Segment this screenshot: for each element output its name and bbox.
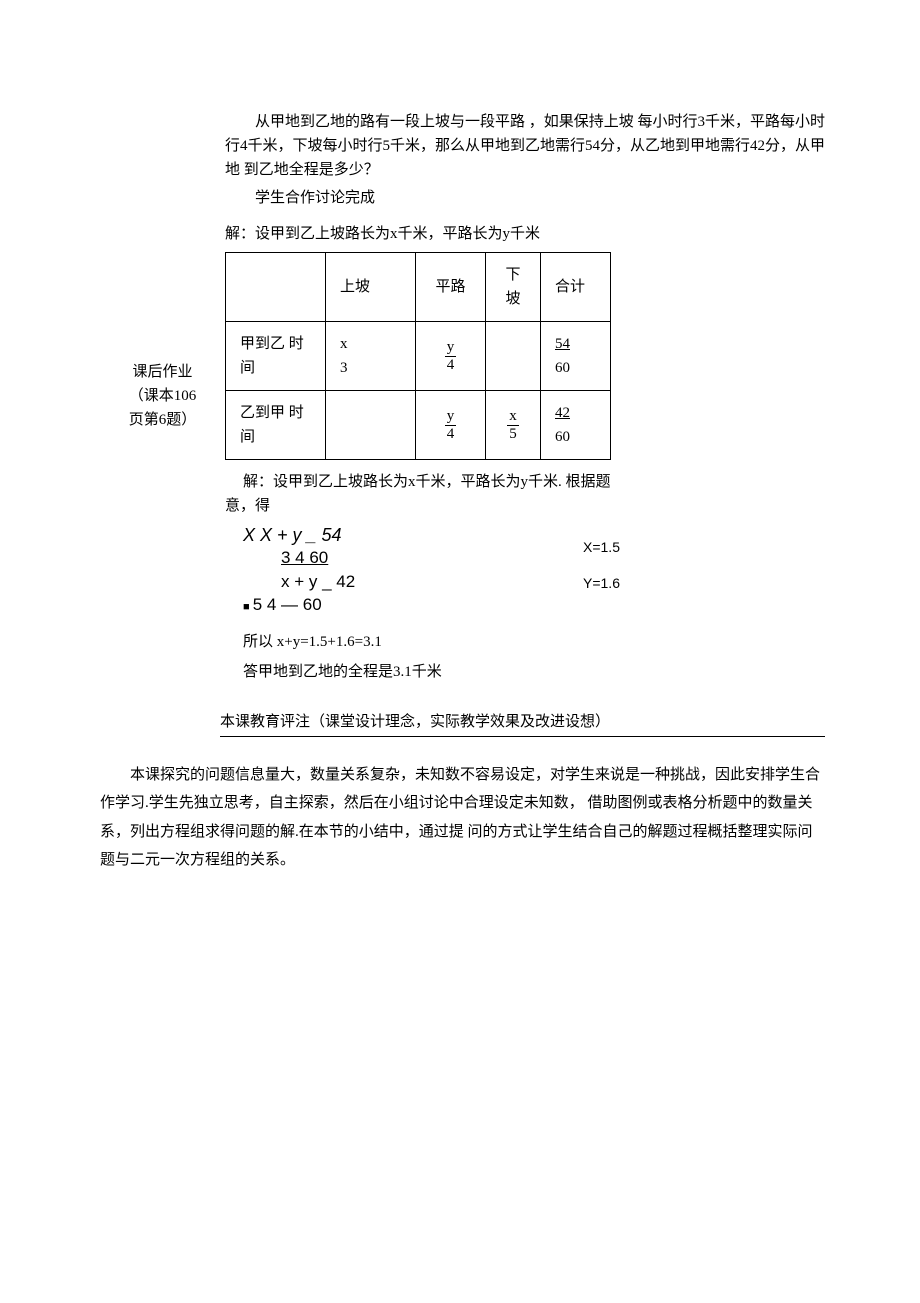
row2-c3-num: x [507, 408, 519, 426]
row1-label: 甲到乙 时间 [226, 322, 326, 391]
table-header-row: 上坡 平路 下坡 合计 [226, 253, 611, 322]
row1-c1-den: 3 [340, 356, 401, 380]
bullet-icon: ■ [243, 601, 253, 613]
eq2b: 5 4 — 60 [253, 595, 322, 614]
equation-row: X X + y _ 54 3 4 60 x + y _ 42 ■ 5 4 — 6… [243, 524, 825, 616]
th-flat: 平路 [416, 253, 486, 322]
row2-c3-den: 5 [507, 426, 519, 443]
row2-c4-den: 60 [555, 425, 596, 449]
row2-c3: x 5 [486, 391, 541, 460]
main-content: 从甲地到乙地的路有一段上坡与一段平路 ，如果保持上坡 每小时行3千米，平路每小时… [225, 110, 825, 684]
problem-paragraph-1: 从甲地到乙地的路有一段上坡与一段平路 ，如果保持上坡 每小时行3千米，平路每小时… [225, 110, 825, 182]
eq1a: X X + y _ 54 [243, 525, 342, 545]
review-section: 本课教育评注（课堂设计理念，实际教学效果及改进设想） [100, 710, 825, 737]
review-note: 本课教育评注（课堂设计理念，实际教学效果及改进设想） [220, 714, 610, 730]
row1-c1: x 3 [326, 322, 416, 391]
row1-c2-num: y [445, 339, 457, 357]
sidebar-homework-label: 课后作业 （课本106 页第6题） [100, 110, 225, 432]
sidebar-line1: 课后作业 [100, 360, 225, 384]
row1-c4-num: 54 [555, 332, 596, 356]
row1-c4-den: 60 [555, 356, 596, 380]
equation-left: X X + y _ 54 3 4 60 x + y _ 42 ■ 5 4 — 6… [243, 524, 463, 616]
solution-block: 解：设甲到乙上坡路长为x千米，平路长为y千米. 根据题 意，得 X X + y … [225, 470, 825, 616]
result-x: X=1.5 [583, 536, 620, 558]
row2-label: 乙到甲 时间 [226, 391, 326, 460]
row1-c4: 54 60 [541, 322, 611, 391]
summary-paragraph: 本课探究的问题信息量大，数量关系复杂，未知数不容易设定，对学生来说是一种挑战，因… [100, 761, 825, 875]
solution-intro-2: 意，得 [225, 494, 825, 518]
row1-c3 [486, 322, 541, 391]
conclusion-2: 答甲地到乙地的全程是3.1千米 [243, 660, 825, 684]
conclusion-block: 所以 x+y=1.5+1.6=3.1 答甲地到乙地的全程是3.1千米 [243, 630, 825, 684]
th-total: 合计 [541, 253, 611, 322]
solution-intro-1: 解：设甲到乙上坡路长为x千米，平路长为y千米. 根据题 [243, 470, 825, 494]
result-y: Y=1.6 [583, 572, 620, 594]
th-blank [226, 253, 326, 322]
row1-c2: y 4 [416, 322, 486, 391]
table-row: 乙到甲 时间 y 4 x 5 42 60 [226, 391, 611, 460]
sidebar-line2: （课本106 [100, 384, 225, 408]
row2-c2-den: 4 [445, 426, 457, 443]
eq1b: 3 4 60 [281, 548, 328, 567]
th-uphill: 上坡 [326, 253, 416, 322]
th-downhill: 下坡 [486, 253, 541, 322]
divider-line [220, 736, 825, 737]
row2-c2: y 4 [416, 391, 486, 460]
equation-results: X=1.5 Y=1.6 [583, 524, 620, 595]
table-intro: 解：设甲到乙上坡路长为x千米，平路长为y千米 [225, 222, 825, 246]
row2-c2-num: y [445, 408, 457, 426]
eq2a: x + y _ 42 [281, 572, 355, 591]
problem-paragraph-2: 学生合作讨论完成 [225, 186, 825, 210]
row2-c1 [326, 391, 416, 460]
sidebar-line3: 页第6题） [100, 408, 225, 432]
table-row: 甲到乙 时间 x 3 y 4 54 60 [226, 322, 611, 391]
data-table: 上坡 平路 下坡 合计 甲到乙 时间 x 3 y 4 [225, 252, 611, 460]
row2-c4: 42 60 [541, 391, 611, 460]
row1-c1-num: x [340, 332, 401, 356]
conclusion-1: 所以 x+y=1.5+1.6=3.1 [243, 630, 825, 654]
row2-c4-num: 42 [555, 401, 596, 425]
row1-c2-den: 4 [445, 357, 457, 374]
